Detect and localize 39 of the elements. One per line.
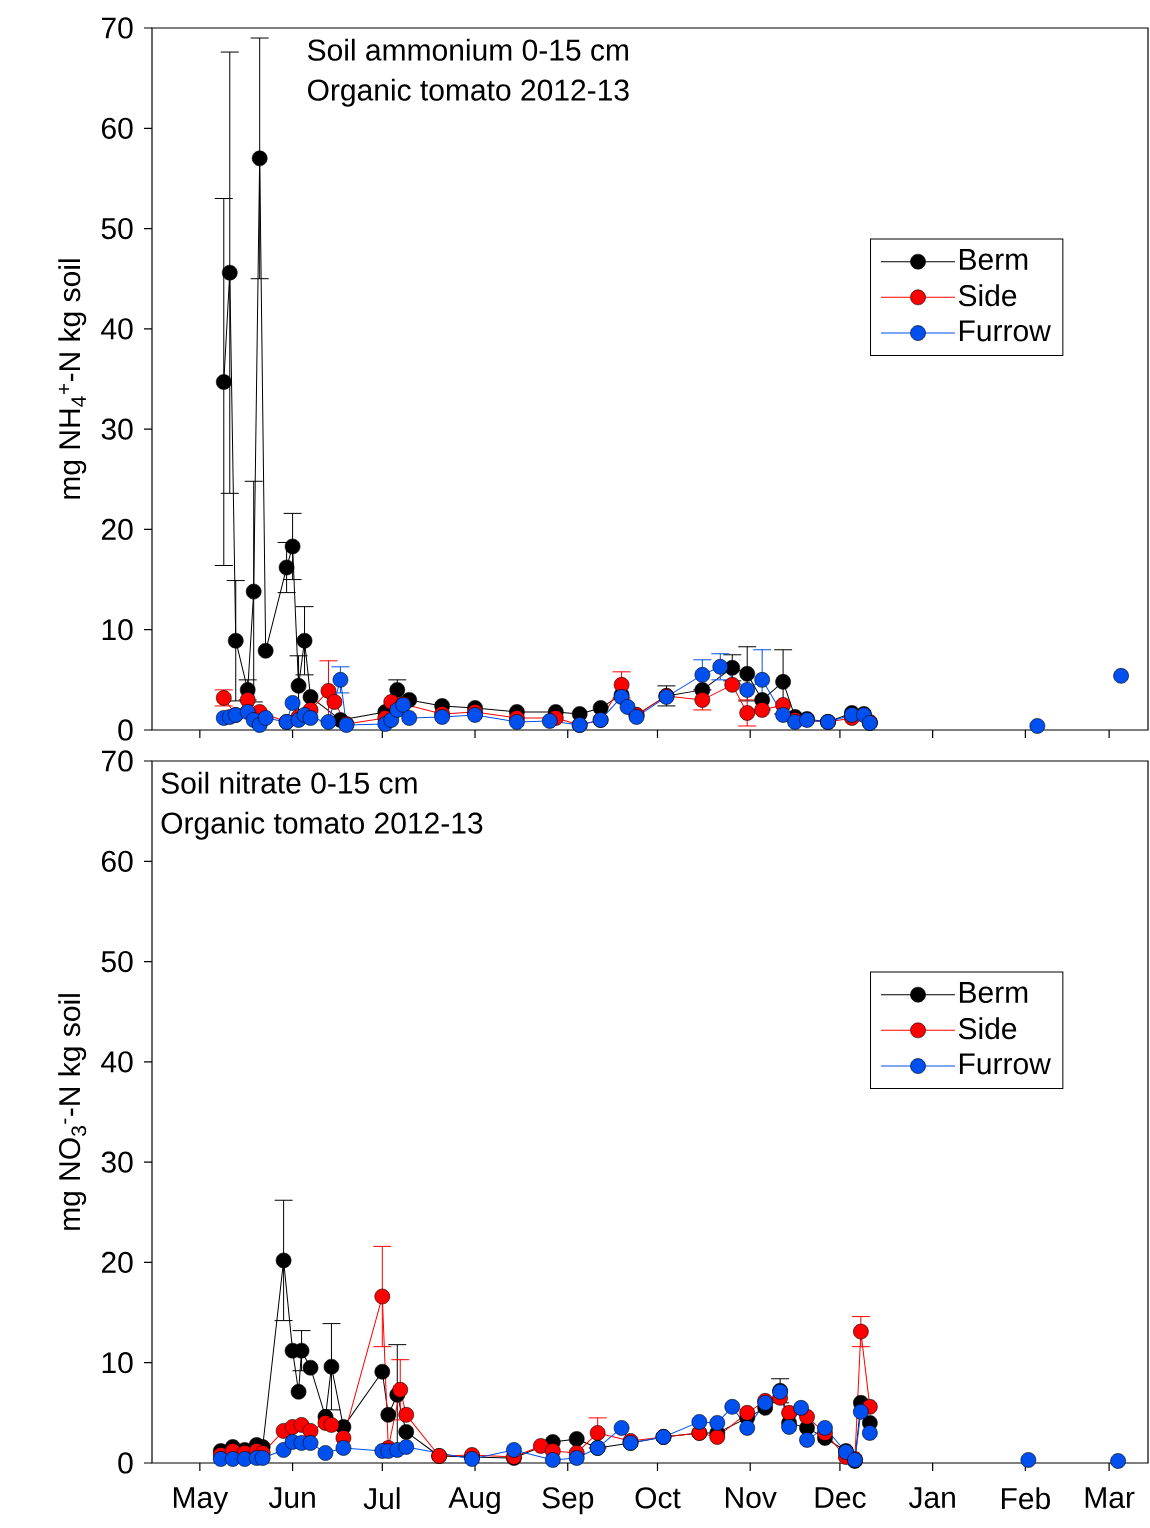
y-tick-label: 30: [101, 1151, 133, 1173]
y-tick-label: 0: [118, 719, 133, 741]
y-tick-label: 10: [102, 619, 133, 641]
x-tick-label: Aug: [448, 1487, 500, 1515]
x-tick-label: Nov: [725, 1487, 777, 1509]
y-tick-label: 0: [118, 1452, 133, 1474]
chart-title: Soil ammonium 0-15 cm: [307, 38, 628, 61]
x-tick-label: Mar: [1085, 1487, 1135, 1509]
x-tick-label: Sep: [542, 1487, 594, 1515]
y-tick-label: 40: [101, 1051, 133, 1073]
y-tick-label: 70: [101, 750, 133, 772]
y-tick-label: 50: [101, 217, 133, 240]
y-tick-label: 60: [101, 117, 133, 139]
x-tick-label: Dec: [815, 1487, 866, 1509]
y-axis-title: mg NO$_{3}$$^{-}$-N kg soil: [58, 994, 87, 1230]
y-tick-label: 40: [101, 318, 133, 340]
y-tick-label: 20: [101, 1251, 133, 1274]
legend-label: Furrow: [959, 1053, 1051, 1075]
y-tick-label: 60: [101, 850, 133, 872]
y-tick-label: 70: [101, 17, 133, 39]
y-tick-label: 30: [101, 418, 133, 440]
legend-label: Side: [958, 284, 1017, 307]
x-tick-label: Jun: [268, 1487, 315, 1509]
x-tick-label: Oct: [635, 1487, 681, 1509]
y-tick-label: 10: [102, 1352, 133, 1374]
y-axis-title: mg NH$_{4}$$^{+}$-N kg soil: [58, 259, 87, 499]
x-tick-label: May: [173, 1487, 229, 1515]
x-tick-label: Feb: [1001, 1487, 1050, 1510]
x-tick-label: Jul: [363, 1487, 400, 1510]
chart-title: Soil nitrate 0-15 cm: [161, 771, 417, 794]
text: Organic tomato 2012-13: [308, 78, 629, 107]
legend-label: Berm: [959, 249, 1028, 271]
y-tick-label: 20: [101, 518, 133, 541]
legend-label: Side: [958, 1017, 1017, 1040]
text: Organic tomato 2012-13: [161, 811, 483, 840]
y-tick-label: 50: [101, 950, 133, 973]
x-tick-label: Jan: [908, 1487, 955, 1509]
legend-label: Furrow: [959, 320, 1051, 342]
legend-label: Berm: [959, 982, 1028, 1004]
